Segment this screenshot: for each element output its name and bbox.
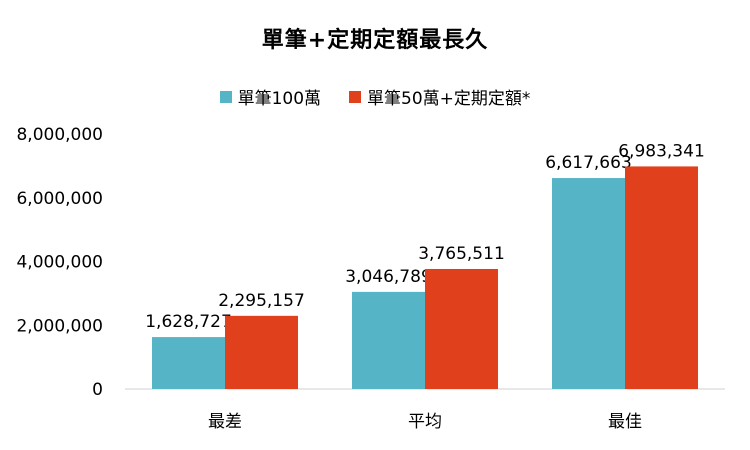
bar-series-1 (152, 337, 225, 389)
x-tick-label: 最差 (208, 412, 242, 432)
y-tick-label: 2,000,000 (16, 316, 103, 336)
y-tick-label: 4,000,000 (16, 253, 103, 273)
legend-swatch-series-1 (219, 90, 232, 103)
y-tick-label: 0 (92, 380, 103, 400)
y-tick-label: 8,000,000 (16, 125, 103, 145)
data-label-series-1: 3,046,789 (345, 267, 432, 287)
data-label-series-2: 3,765,511 (418, 244, 505, 264)
legend-item-series-2: 單筆50萬+定期定額* (349, 84, 530, 109)
legend-label-series-2: 單筆50萬+定期定額* (367, 89, 531, 109)
data-label-series-2: 6,983,341 (618, 141, 705, 161)
legend-swatch-series-2 (349, 90, 362, 103)
bar-series-1 (552, 178, 625, 389)
bar-series-1 (352, 291, 425, 389)
data-label-series-1: 1,628,727 (145, 312, 232, 332)
data-label-series-2: 2,295,157 (218, 291, 305, 311)
x-tick-label: 平均 (408, 412, 442, 432)
x-tick-label: 最佳 (608, 412, 642, 432)
bar-series-2 (425, 268, 498, 389)
chart-title: 單筆+定期定額最長久 (261, 28, 489, 53)
bar-series-2 (225, 315, 298, 389)
bar-series-2 (625, 166, 698, 389)
legend-item-series-1: 單筆100萬 (219, 84, 322, 109)
legend-label-series-1: 單筆100萬 (237, 89, 322, 109)
y-tick-label: 6,000,000 (16, 189, 103, 209)
chart-legend: 單筆100萬 單筆50萬+定期定額* (0, 84, 750, 109)
data-label-series-1: 6,617,663 (545, 153, 632, 173)
